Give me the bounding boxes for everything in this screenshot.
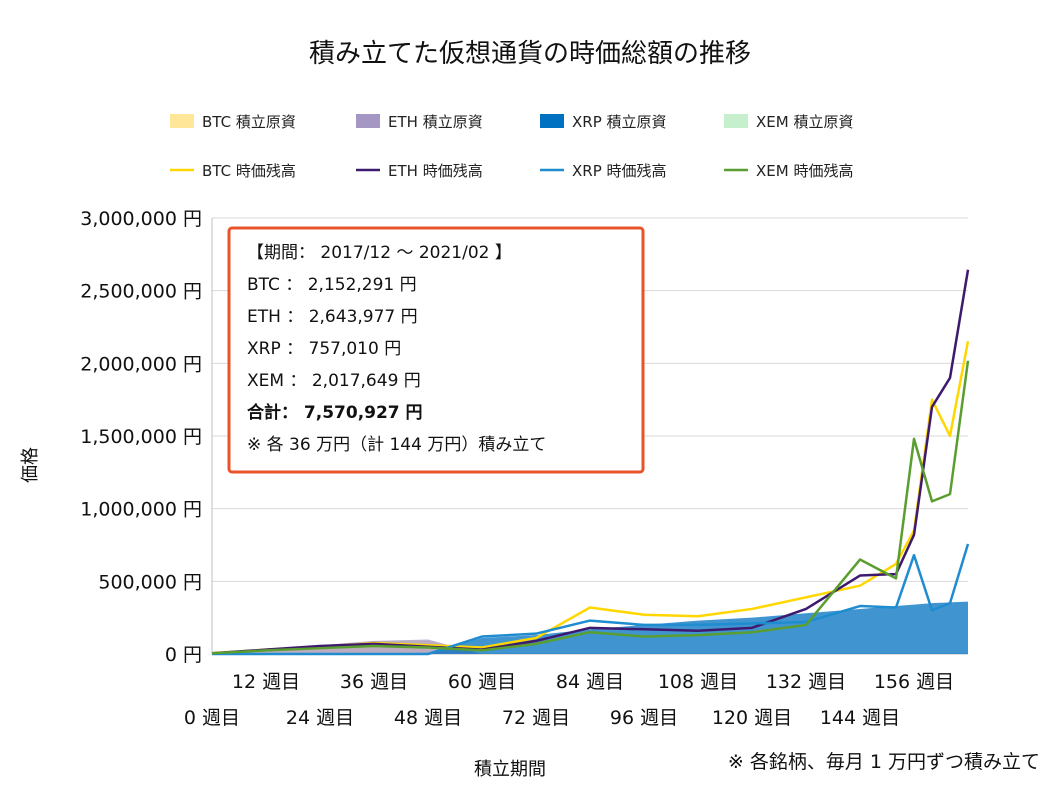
legend-label: XRP 積立原資 [572,113,667,131]
x-tick-label: 84 週目 [556,671,624,693]
line-series [211,269,970,656]
chart-title: 積み立てた仮想通貨の時価総額の推移 [309,39,751,69]
line-series [211,269,970,655]
x-axis: 0 週目 24 週目 48 週目 72 週目 96 週目 120 週目 144 週目 12 週… [184,671,954,729]
summary-xrp: XRP ： 757,010 円 [247,339,401,359]
summary-box: 【期間： 2017/12 ～ 2021/02 】 BTC ： 2,152,291… [227,226,645,474]
x-tick-label: 60 週目 [448,671,516,693]
legend: BTC 積立原資 ETH 積立原資 XRP 積立原資 XEM 積立原資 BTC 時価残高… [170,113,853,180]
x-tick-label: 48 週目 [394,707,462,729]
legend-swatch [540,114,564,128]
legend-label: BTC 積立原資 [202,113,296,131]
line-series [211,360,970,655]
y-tick-label: 2,000,000 円 [80,353,202,375]
summary-period: 【期間： 2017/12 ～ 2021/02 】 [247,243,512,263]
y-tick-label: 3,000,000 円 [80,208,202,230]
x-tick-label: 12 週目 [232,671,300,693]
summary-note: ※ 各 36 万円（計 144 万円）積み立て [247,435,546,455]
line-series [212,543,970,656]
y-axis: 0 円 500,000 円 1,000,000 円 1,500,000 円 2,000,… [80,208,202,666]
legend-swatch [356,114,380,128]
legend-swatch [724,114,748,128]
x-tick-label: 144 週目 [820,707,900,729]
legend-label: ETH 時価残高 [388,162,483,180]
summary-eth: ETH ： 2,643,977 円 [247,307,418,327]
x-tick-label: 24 週目 [286,707,354,729]
legend-label: XEM 積立原資 [756,113,853,131]
legend-label: ETH 積立原資 [388,113,483,131]
x-axis-title: 積立期間 [474,759,546,780]
y-tick-label: 1,000,000 円 [80,499,202,521]
legend-swatch [170,114,194,128]
summary-xem: XEM ： 2,017,649 円 [247,371,421,391]
x-tick-label: 72 週目 [502,707,570,729]
x-tick-label: 120 週目 [712,707,792,729]
y-axis-title: 価格 [20,447,41,483]
x-tick-label: 0 週目 [184,707,240,729]
legend-label: BTC 時価残高 [202,162,296,180]
legend-label: XEM 時価残高 [756,162,853,180]
y-tick-label: 500,000 円 [98,571,202,593]
x-tick-label: 132 週目 [766,671,846,693]
y-tick-label: 2,500,000 円 [80,281,202,303]
summary-btc: BTC ： 2,152,291 円 [247,275,417,295]
y-tick-label: 1,500,000 円 [80,426,202,448]
x-tick-label: 156 週目 [874,671,954,693]
footnote: ※ 各銘柄、毎月 1 万円ずつ積み立て [728,751,1040,773]
x-tick-label: 108 週目 [658,671,738,693]
x-tick-label: 96 週目 [610,707,678,729]
summary-box-frame [227,226,645,474]
x-tick-label: 36 週目 [340,671,408,693]
y-tick-label: 0 円 [165,644,202,666]
area-series-fill [212,601,968,654]
summary-total: 合計： 7,570,927 円 [247,402,423,423]
legend-label: XRP 時価残高 [572,162,667,180]
